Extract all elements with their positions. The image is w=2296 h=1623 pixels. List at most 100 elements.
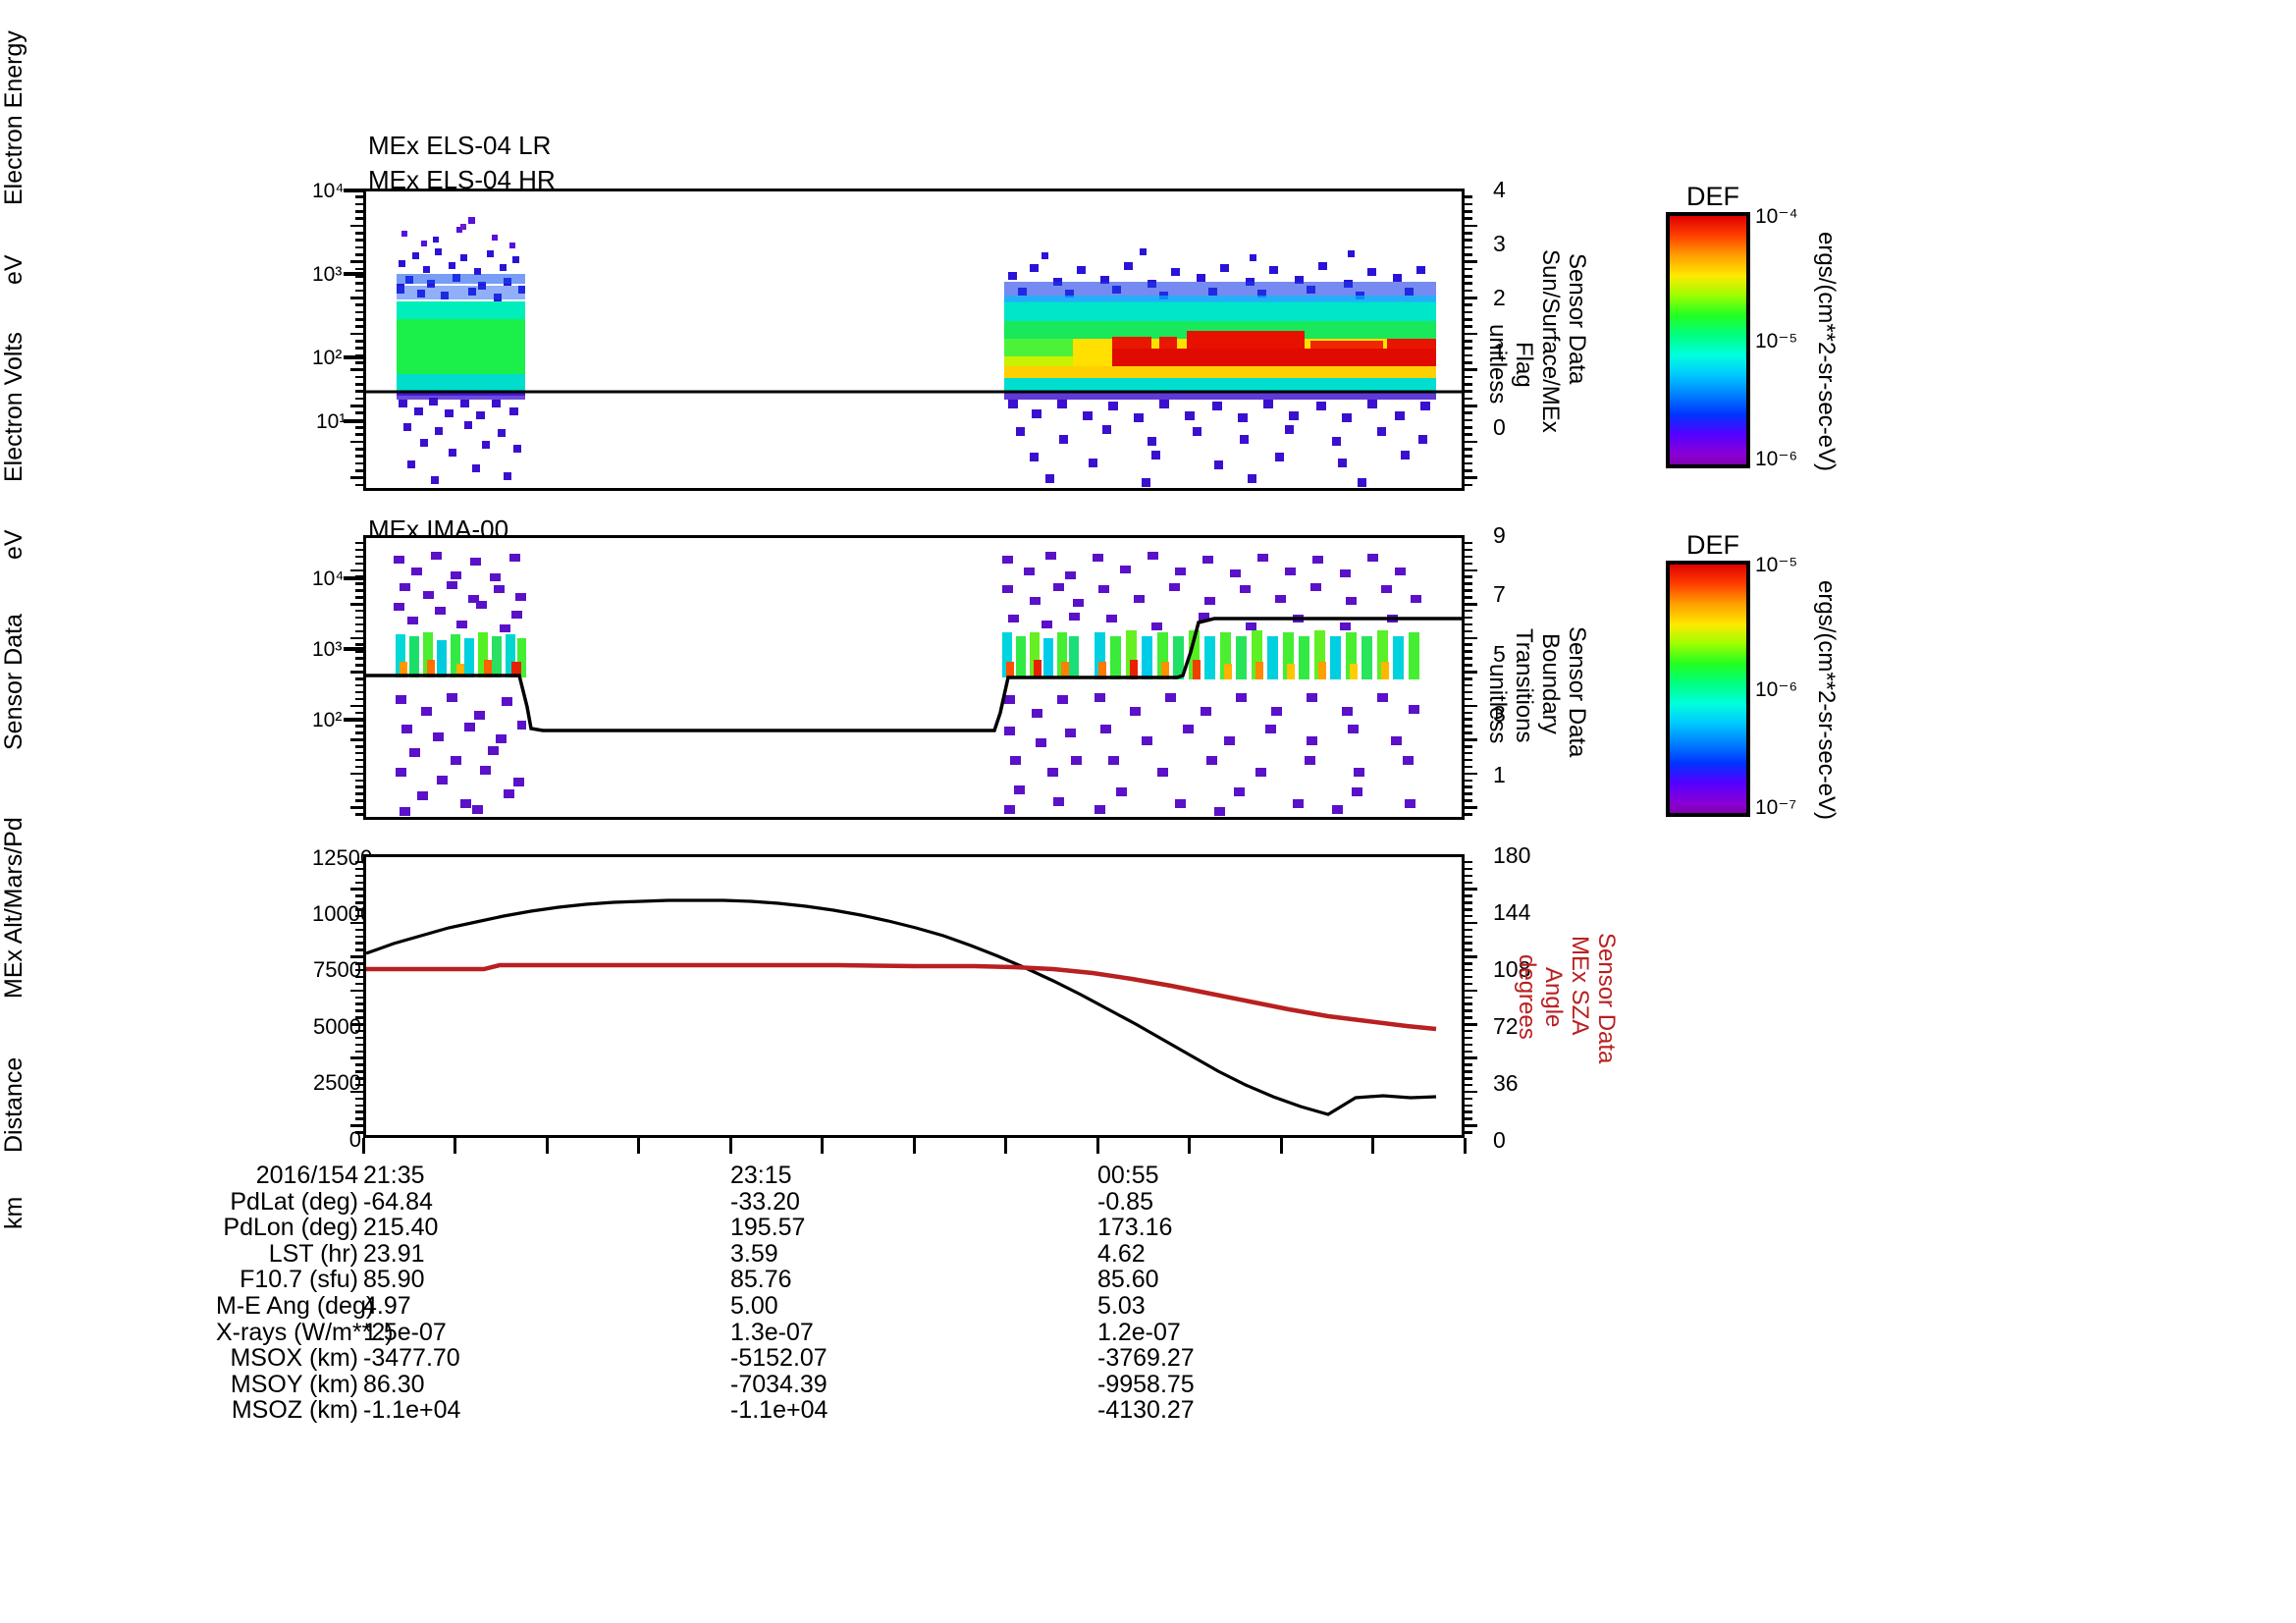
panel3-rtick-108: 108 (1493, 956, 1531, 982)
table-cell: 1.3e-07 (730, 1318, 814, 1346)
xaxis-major-tick (545, 1138, 549, 1154)
xaxis-major-tick (454, 1138, 456, 1154)
yaxis-minor-tick (355, 928, 363, 932)
panel3-rlabel-line1: Sensor Data (1593, 933, 1620, 1064)
panel3-ylabel-line3: Distance (0, 1056, 27, 1153)
yaxis-minor-tick (1465, 1023, 1477, 1026)
yaxis-minor-tick (350, 1023, 363, 1026)
yaxis-minor-tick (355, 1104, 363, 1108)
yaxis-minor-tick (1465, 426, 1472, 429)
yaxis-minor-tick (1465, 1050, 1472, 1054)
yaxis-minor-tick (355, 455, 363, 458)
panel1-stray-point (460, 224, 466, 230)
table-cell: 195.57 (730, 1214, 806, 1242)
yaxis-minor-tick (355, 589, 363, 592)
yaxis-minor-tick (355, 1002, 363, 1005)
table-row-label: MSOY (km) (230, 1370, 358, 1398)
table-cell: -64.84 (363, 1187, 433, 1216)
yaxis-minor-tick (355, 745, 363, 748)
yaxis-minor-tick (1465, 541, 1472, 545)
yaxis-minor-tick (1465, 582, 1472, 585)
panel3-ytick-0: 0 (348, 1127, 361, 1152)
yaxis-minor-tick (1465, 989, 1477, 993)
table-cell: -3477.70 (363, 1344, 460, 1373)
panel1-rtick-2: 2 (1493, 285, 1506, 310)
yaxis-minor-tick (1465, 397, 1472, 401)
xaxis-major-tick (1095, 1138, 1099, 1154)
xaxis-major-tick (821, 1138, 824, 1154)
yaxis-minor-tick (355, 1131, 363, 1134)
panel2-canvas (366, 552, 1462, 816)
yaxis-minor-tick (355, 325, 363, 328)
panel1-rlabel-line4: unitless (1484, 324, 1511, 405)
yaxis-minor-tick (1465, 1009, 1472, 1012)
yaxis-minor-tick (1465, 325, 1472, 328)
panel3-rlabel-line4: degrees (1514, 954, 1540, 1040)
panel2-colorbar-mid: 10⁻⁶ (1755, 678, 1798, 701)
yaxis-minor-tick (355, 310, 363, 314)
yaxis-minor-tick (1465, 455, 1472, 458)
yaxis-minor-tick (1465, 1043, 1472, 1047)
yaxis-minor-tick (355, 1077, 363, 1080)
yaxis-minor-tick (350, 955, 363, 958)
yaxis-minor-tick (1465, 232, 1472, 235)
yaxis-minor-tick (355, 799, 363, 802)
yaxis-minor-tick (355, 982, 363, 986)
yaxis-minor-tick (350, 1090, 363, 1094)
yaxis-minor-tick (355, 779, 363, 783)
yaxis-minor-tick (1465, 1016, 1472, 1019)
yaxis-minor-tick (1465, 745, 1472, 748)
panel3-plot-frame (363, 854, 1465, 1138)
yaxis-minor-tick (355, 232, 363, 235)
yaxis-minor-tick (1465, 375, 1472, 379)
panel3-ytick-5000: 5000 (313, 1014, 361, 1039)
yaxis-minor-tick (1465, 671, 1477, 674)
yaxis-minor-tick (1465, 275, 1472, 278)
yaxis-minor-tick (1465, 390, 1472, 393)
yaxis-minor-tick (355, 622, 363, 626)
yaxis-minor-tick (355, 860, 363, 864)
panel3-rlabel-line2: MEx SZA (1567, 936, 1593, 1036)
panel3-ylabel-line4: km (0, 1196, 27, 1229)
yaxis-minor-tick (350, 989, 363, 993)
xaxis-major-tick (361, 1138, 365, 1154)
panel2-rtick-5: 5 (1493, 641, 1506, 667)
panel1-rtick-0: 0 (1493, 414, 1506, 440)
yaxis-minor-tick (1465, 1070, 1472, 1073)
yaxis-minor-tick (1465, 340, 1472, 343)
table-cell: -0.85 (1097, 1187, 1153, 1216)
panel2-ltick-major (344, 576, 363, 580)
yaxis-minor-tick (1465, 289, 1472, 293)
yaxis-minor-tick (350, 476, 363, 479)
panel2-colorbar-max: 10⁻⁵ (1755, 554, 1798, 576)
yaxis-minor-tick (355, 975, 363, 979)
xaxis-major-tick (728, 1138, 732, 1154)
yaxis-minor-tick (355, 996, 363, 999)
yaxis-minor-tick (1465, 1097, 1472, 1101)
yaxis-minor-tick (355, 483, 363, 487)
panel1-ytick-1e1: 10¹ (316, 410, 347, 433)
yaxis-minor-tick (1465, 411, 1472, 414)
panel2-block-left (394, 552, 526, 816)
yaxis-minor-tick (1465, 1029, 1472, 1033)
panel3-rtick-36: 36 (1493, 1070, 1519, 1096)
yaxis-minor-tick (355, 664, 363, 667)
panel3-rtick-180: 180 (1493, 842, 1531, 868)
yaxis-minor-tick (355, 282, 363, 285)
panel1-colorbar (1666, 212, 1750, 468)
panel1-block-right (1004, 248, 1436, 487)
yaxis-minor-tick (1465, 975, 1472, 979)
yaxis-minor-tick (355, 202, 363, 206)
yaxis-minor-tick (355, 894, 363, 897)
panel3-ylabel-line2: MEx Alt/Mars/Pd (0, 817, 27, 1000)
panel2-ltick-major (344, 718, 363, 722)
yaxis-minor-tick (355, 469, 363, 472)
yaxis-minor-tick (355, 683, 363, 687)
table-row-label: LST (hr) (268, 1239, 358, 1268)
yaxis-minor-tick (1465, 368, 1477, 371)
yaxis-minor-tick (1465, 921, 1477, 925)
yaxis-minor-tick (1465, 405, 1477, 407)
yaxis-minor-tick (1465, 622, 1472, 626)
panel2-colorbar-title: DEF (1686, 530, 1739, 560)
